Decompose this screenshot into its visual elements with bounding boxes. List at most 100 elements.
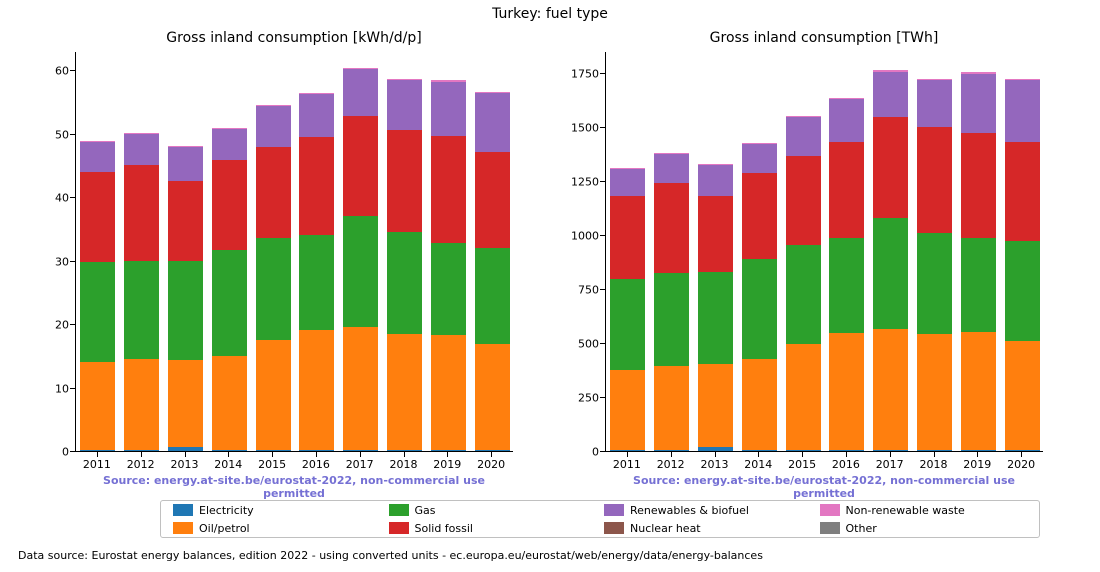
xtick-label: 2014: [214, 458, 242, 471]
xtick-mark: [758, 452, 759, 457]
bar-segment-solid: [698, 196, 733, 272]
ytick-mark: [600, 451, 605, 452]
bar-segment-gas: [610, 279, 645, 370]
bar-segment-gas: [256, 238, 291, 340]
legend-item-nuclear: Nuclear heat: [604, 522, 812, 535]
bar-segment-solid: [742, 173, 777, 258]
bar-segment-solid: [829, 142, 864, 238]
ytick-mark: [600, 397, 605, 398]
bar-segment-renew: [610, 169, 645, 196]
xtick-label: 2018: [920, 458, 948, 471]
xtick-mark: [360, 452, 361, 457]
xtick-mark: [934, 452, 935, 457]
left-source-note: Source: energy.at-site.be/eurostat-2022,…: [75, 474, 513, 500]
ytick-label: 40: [55, 192, 69, 205]
bar-segment-nrw: [124, 133, 159, 134]
legend-swatch: [820, 504, 840, 516]
bar-segment-nrw: [917, 79, 952, 81]
bar-segment-gas: [698, 272, 733, 364]
legend-item-renew: Renewables & biofuel: [604, 504, 812, 517]
ytick-mark: [600, 343, 605, 344]
xtick-label: 2019: [963, 458, 991, 471]
data-source-note: Data source: Eurostat energy balances, e…: [18, 549, 763, 562]
bar-segment-nrw: [1005, 79, 1040, 81]
xtick-mark: [228, 452, 229, 457]
legend-label: Renewables & biofuel: [630, 504, 749, 517]
xtick-mark: [802, 452, 803, 457]
bar-segment-nrw: [610, 168, 645, 169]
bar-segment-gas: [343, 216, 378, 327]
bar-segment-oil: [742, 359, 777, 450]
bar-segment-renew: [917, 80, 952, 126]
bar-segment-electricity: [961, 450, 996, 451]
bar-segment-renew: [431, 82, 466, 136]
bar-segment-gas: [80, 262, 115, 362]
bar-segment-nrw: [961, 72, 996, 74]
legend-label: Other: [846, 522, 877, 535]
bar-segment-nrw: [256, 105, 291, 106]
bar-segment-electricity: [786, 450, 821, 451]
xtick-label: 2015: [788, 458, 816, 471]
bar-segment-electricity: [475, 450, 510, 451]
xtick-mark: [1021, 452, 1022, 457]
bar-segment-nrw: [475, 92, 510, 93]
bar-segment-renew: [1005, 80, 1040, 142]
figure-suptitle: Turkey: fuel type: [0, 6, 1100, 22]
bar-segment-gas: [654, 273, 689, 366]
bar-segment-oil: [698, 364, 733, 447]
bar-segment-oil: [610, 370, 645, 450]
xtick-mark: [671, 452, 672, 457]
right-plot-area: [605, 52, 1043, 452]
xtick-label: 2018: [390, 458, 418, 471]
ytick-mark: [70, 261, 75, 262]
bar-segment-renew: [654, 154, 689, 183]
bar-segment-electricity: [742, 450, 777, 451]
bar-segment-electricity: [1005, 450, 1040, 451]
bar-segment-solid: [1005, 142, 1040, 241]
legend-item-oil: Oil/petrol: [173, 522, 381, 535]
xtick-mark: [846, 452, 847, 457]
ytick-label: 1000: [571, 229, 599, 242]
bar-segment-nrw: [698, 164, 733, 165]
bar-segment-oil: [124, 359, 159, 450]
bar-segment-renew: [168, 147, 203, 181]
bar-segment-solid: [80, 172, 115, 263]
bar-segment-gas: [168, 261, 203, 361]
bar-segment-oil: [829, 333, 864, 450]
bar-segment-electricity: [299, 450, 334, 451]
bar-segment-electricity: [212, 450, 247, 451]
legend-swatch: [389, 522, 409, 534]
xtick-label: 2012: [127, 458, 155, 471]
bar-segment-oil: [431, 335, 466, 450]
ytick-mark: [600, 73, 605, 74]
bar-segment-gas: [387, 232, 422, 334]
bar-segment-electricity: [124, 450, 159, 451]
xtick-mark: [627, 452, 628, 457]
legend-label: Solid fossil: [415, 522, 473, 535]
ytick-label: 250: [578, 391, 599, 404]
legend-label: Electricity: [199, 504, 254, 517]
right-panel: Gross inland consumption [TWh] Source: e…: [605, 52, 1043, 452]
bar-segment-electricity: [873, 450, 908, 451]
xtick-mark: [890, 452, 891, 457]
xtick-label: 2013: [171, 458, 199, 471]
ytick-mark: [600, 181, 605, 182]
bar-segment-electricity: [168, 447, 203, 451]
bar-segment-electricity: [610, 450, 645, 451]
legend-label: Non-renewable waste: [846, 504, 965, 517]
xtick-mark: [977, 452, 978, 457]
bar-segment-renew: [961, 74, 996, 133]
ytick-mark: [600, 289, 605, 290]
xtick-mark: [185, 452, 186, 457]
bar-segment-gas: [124, 261, 159, 359]
bar-segment-electricity: [80, 450, 115, 451]
ytick-mark: [70, 324, 75, 325]
bar-segment-solid: [475, 152, 510, 249]
bar-segment-gas: [1005, 241, 1040, 340]
bar-segment-solid: [917, 127, 952, 233]
bar-segment-electricity: [829, 450, 864, 451]
bar-segment-gas: [742, 259, 777, 360]
bar-segment-oil: [475, 344, 510, 449]
bar-segment-renew: [742, 144, 777, 173]
bar-segment-oil: [343, 327, 378, 450]
